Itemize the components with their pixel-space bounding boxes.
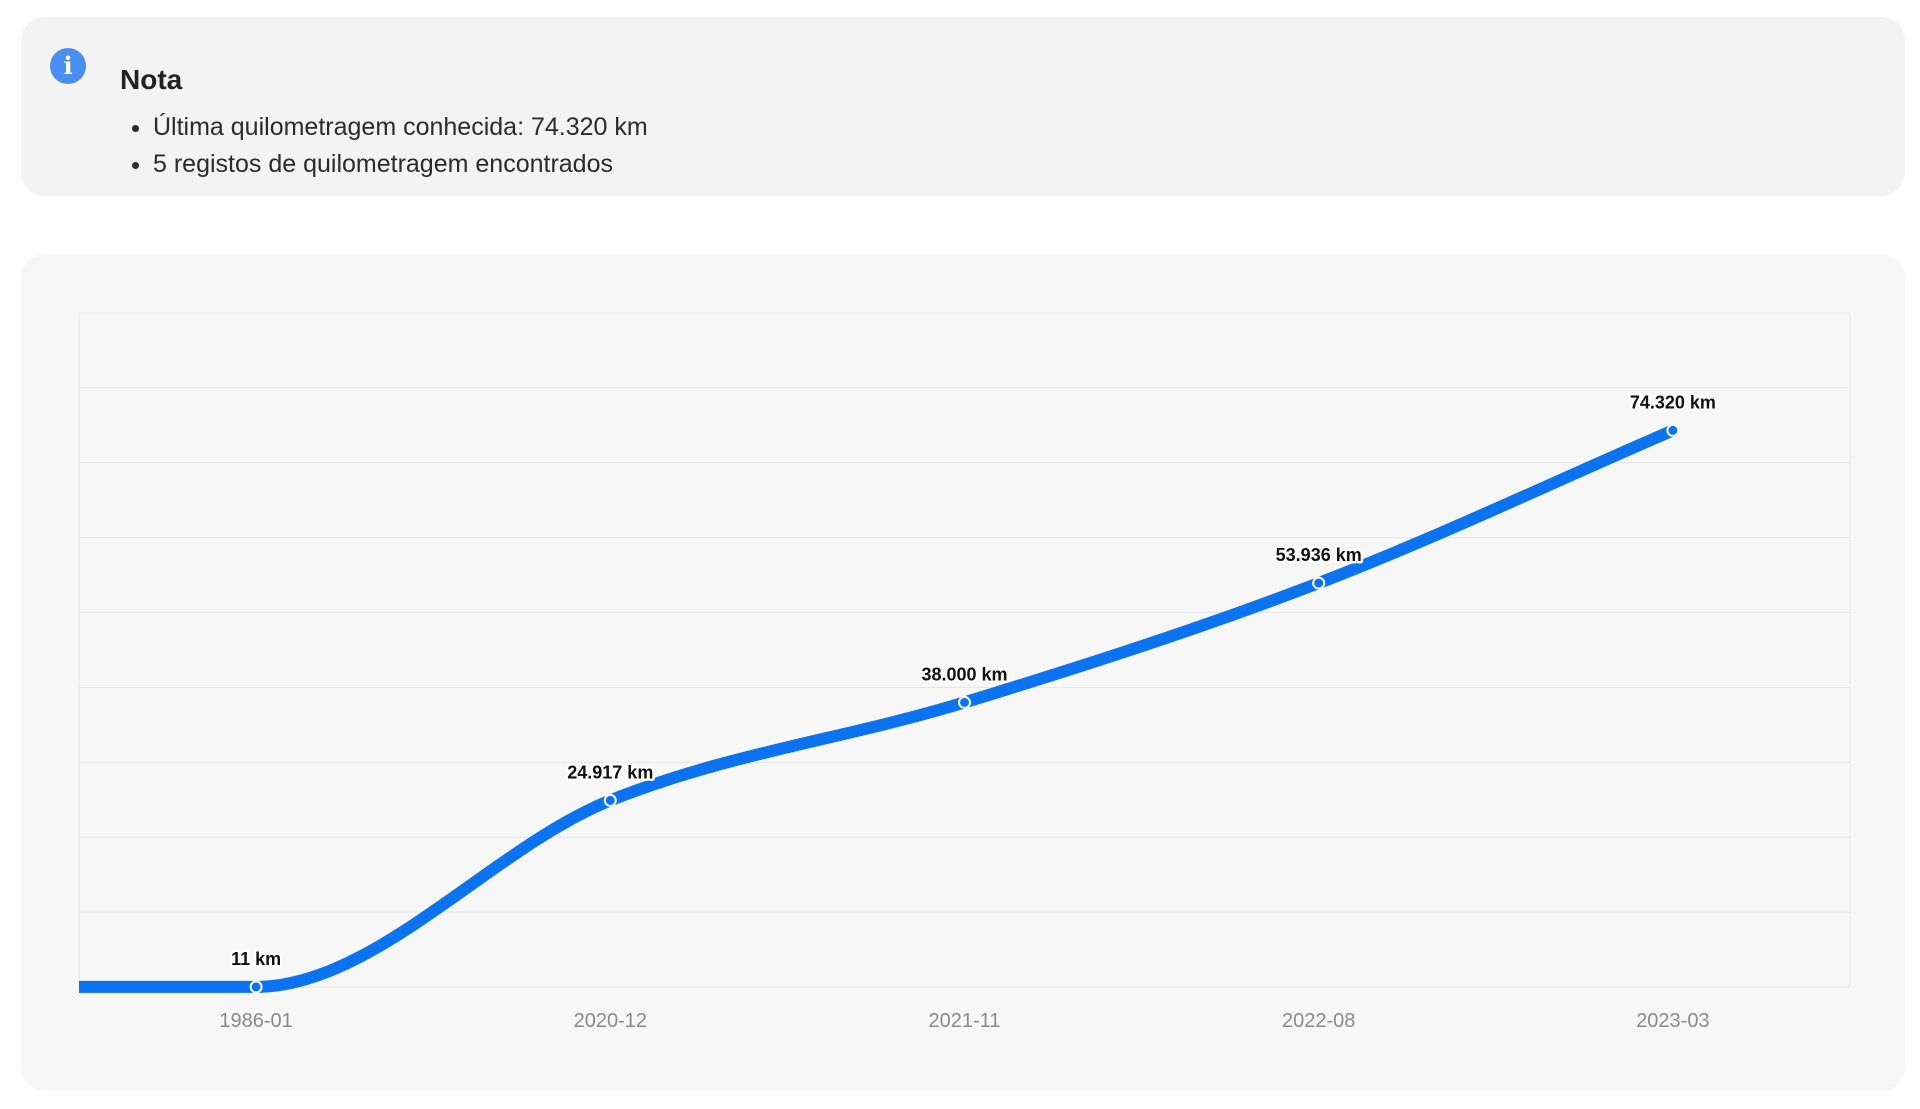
x-tick-label: 2020-12: [574, 1010, 647, 1032]
note-list: Última quilometragem conhecida: 74.320 k…: [126, 109, 648, 183]
data-label: 74.320 km: [1630, 392, 1716, 412]
x-tick-label: 2023-03: [1636, 1010, 1709, 1032]
data-point: [1312, 576, 1326, 590]
data-point: [249, 980, 263, 994]
data-label: 11 km: [231, 949, 281, 969]
data-label: 38.000 km: [921, 664, 1007, 684]
info-icon: i: [50, 48, 86, 84]
data-point: [958, 695, 971, 709]
mileage-chart: 11 km 1986-01 24.917 km 2020-12 38.000 km 202…: [78, 312, 1851, 1032]
data-label: 24.917 km: [567, 762, 653, 782]
x-tick-label: 2022-08: [1282, 1010, 1355, 1032]
note-item-record-count: 5 registos de quilometragem encontrados: [153, 146, 648, 183]
mileage-chart-card: 11 km 1986-01 24.917 km 2020-12 38.000 km 202…: [21, 254, 1905, 1091]
data-point: [1666, 423, 1680, 437]
x-tick-label: 2021-11: [929, 1010, 1001, 1032]
note-panel: i Nota Última quilometragem conhecida: 7…: [21, 17, 1905, 196]
series-line-mileage: [79, 424, 1676, 993]
x-tick-label: 1986-01: [219, 1010, 292, 1032]
note-title: Nota: [120, 64, 183, 95]
note-item-last-mileage: Última quilometragem conhecida: 74.320 k…: [153, 109, 648, 146]
data-label: 53.936 km: [1276, 545, 1362, 565]
data-point: [603, 793, 617, 807]
